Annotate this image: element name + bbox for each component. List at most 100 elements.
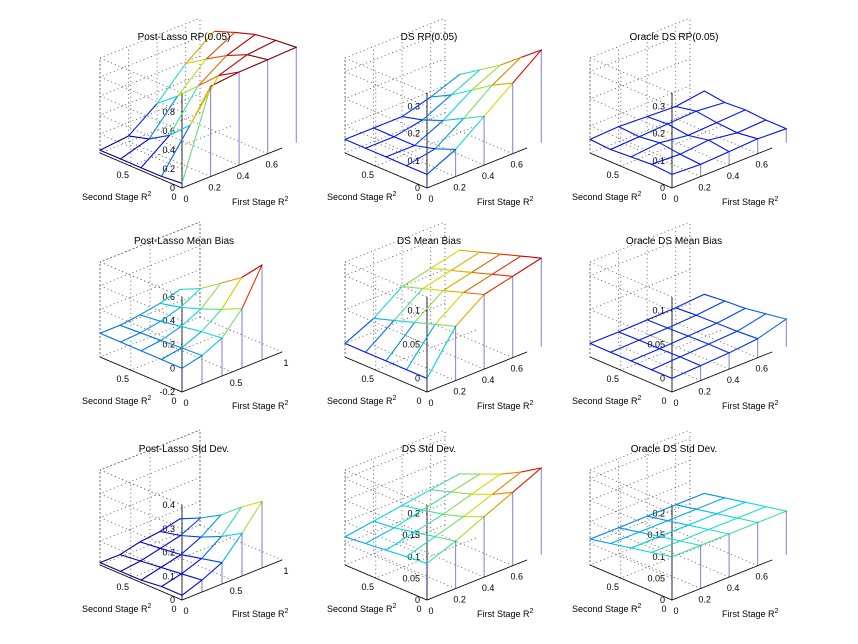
- x-gridline: [646, 35, 730, 166]
- mesh-segment: [160, 358, 183, 369]
- x-tick-label: 0.6: [755, 160, 768, 170]
- y-tick-label: 0: [171, 604, 176, 614]
- mesh-segment: [160, 585, 183, 596]
- x-tick-label: 0.6: [755, 364, 768, 374]
- y-axis-line: [344, 564, 428, 601]
- z-tick-label: 0.05: [402, 573, 420, 583]
- mesh-segment: [687, 122, 718, 136]
- mesh-segment: [659, 348, 681, 358]
- y-axis-label: Second Stage R2: [327, 191, 397, 202]
- mesh-segment: [618, 527, 640, 533]
- x-gridline: [344, 262, 428, 393]
- x-tick-label: 0: [183, 194, 188, 204]
- mesh-segment: [744, 109, 767, 121]
- x-gridline: [185, 23, 268, 155]
- x-tick-label: 0.4: [727, 375, 740, 385]
- mesh-segment: [695, 314, 718, 324]
- mesh-segment: [240, 500, 263, 508]
- y-tick-label: 0.5: [117, 582, 130, 592]
- mesh-segment: [679, 356, 702, 367]
- mesh-segment: [430, 94, 452, 98]
- y-tick-label: 0: [171, 192, 176, 202]
- y-gridline: [426, 297, 528, 393]
- x-tick-label: 0.6: [755, 572, 768, 582]
- mesh-segment: [675, 105, 697, 112]
- mesh-segment: [156, 95, 179, 105]
- x-tick-label: 0.2: [698, 595, 711, 605]
- mesh-segment: [99, 332, 122, 343]
- mesh-segment: [589, 126, 620, 140]
- mesh-segment: [99, 135, 130, 151]
- mesh-segment: [220, 506, 243, 537]
- mesh-segment: [450, 473, 481, 493]
- mesh-segment: [703, 293, 726, 302]
- y-axis-line: [99, 356, 183, 393]
- mesh-segment: [385, 531, 416, 551]
- y-gridline: [426, 93, 528, 189]
- x-tick-label: 0.4: [482, 171, 495, 181]
- mesh-segment: [724, 497, 746, 503]
- panel-title: Post-Lasso RP(0.05): [138, 32, 231, 43]
- x-gridline: [128, 46, 211, 177]
- y-axis-line: [589, 152, 673, 189]
- mesh-segment: [159, 320, 182, 327]
- mesh-segment: [463, 273, 493, 294]
- z-gridline: [588, 524, 691, 601]
- mesh-segment: [708, 517, 738, 531]
- z-gridline: [588, 503, 691, 579]
- panel-ds-std-dev: 0 0.05 0.1 0.15 0.2 0 0.2 0.4 0.6 0 0.5 DS Std Dev.…: [327, 429, 542, 619]
- mesh-segment: [630, 535, 661, 549]
- mesh-segment: [765, 119, 787, 130]
- mesh-segment: [160, 554, 182, 568]
- z-gridline: [98, 221, 201, 298]
- mesh-segment: [491, 471, 522, 495]
- mesh-segment: [609, 531, 640, 545]
- mesh-segment: [708, 343, 730, 354]
- x-gridline: [199, 222, 283, 353]
- mesh-segment: [430, 267, 452, 271]
- mesh-segment: [520, 255, 542, 259]
- mesh-segment: [426, 325, 457, 379]
- mesh-segment: [221, 532, 243, 564]
- mesh-segment: [630, 360, 653, 371]
- mesh-segment: [344, 520, 375, 538]
- mesh-segment: [422, 269, 452, 290]
- mesh-segment: [422, 119, 444, 122]
- mesh-segment: [181, 354, 203, 369]
- mesh-segment: [393, 136, 416, 147]
- mesh-segment: [179, 288, 202, 290]
- y-axis-line: [589, 356, 673, 393]
- x-tick-label: 0: [428, 606, 433, 616]
- mesh-segment: [119, 314, 141, 326]
- mesh-segment: [483, 491, 514, 518]
- z-tick-label: 0.4: [162, 316, 175, 326]
- panel-title: DS RP(0.05): [401, 32, 458, 43]
- mesh-segment: [426, 540, 457, 564]
- mesh-segment: [434, 516, 465, 538]
- mesh-segment: [675, 90, 705, 108]
- mesh-segment: [405, 165, 428, 175]
- panel-title: Post-Lasso Std Dev.: [139, 444, 229, 455]
- mesh-segment: [491, 56, 522, 86]
- z-gridline: [588, 481, 691, 558]
- mesh-segment: [405, 536, 436, 558]
- z-gridline: [343, 112, 446, 189]
- mesh-segment: [667, 314, 697, 329]
- z-tick-label: 0.15: [647, 530, 665, 540]
- z-gridline: [343, 85, 446, 162]
- mesh-segment: [450, 491, 473, 495]
- z-gridline: [588, 303, 691, 379]
- mesh-segment: [700, 533, 730, 546]
- mesh-segment: [414, 513, 444, 533]
- mesh-segment: [646, 319, 669, 329]
- z-gridline: [588, 31, 691, 107]
- mesh-segment: [414, 119, 444, 147]
- z-gridline: [98, 292, 201, 369]
- mesh-segment: [736, 313, 767, 332]
- z-tick-label: 0.8: [162, 107, 175, 117]
- mesh-segment: [201, 337, 223, 357]
- z-gridline: [343, 269, 446, 345]
- y-gridline: [130, 483, 231, 579]
- mesh-segment: [344, 127, 375, 140]
- mesh-segment: [238, 59, 269, 73]
